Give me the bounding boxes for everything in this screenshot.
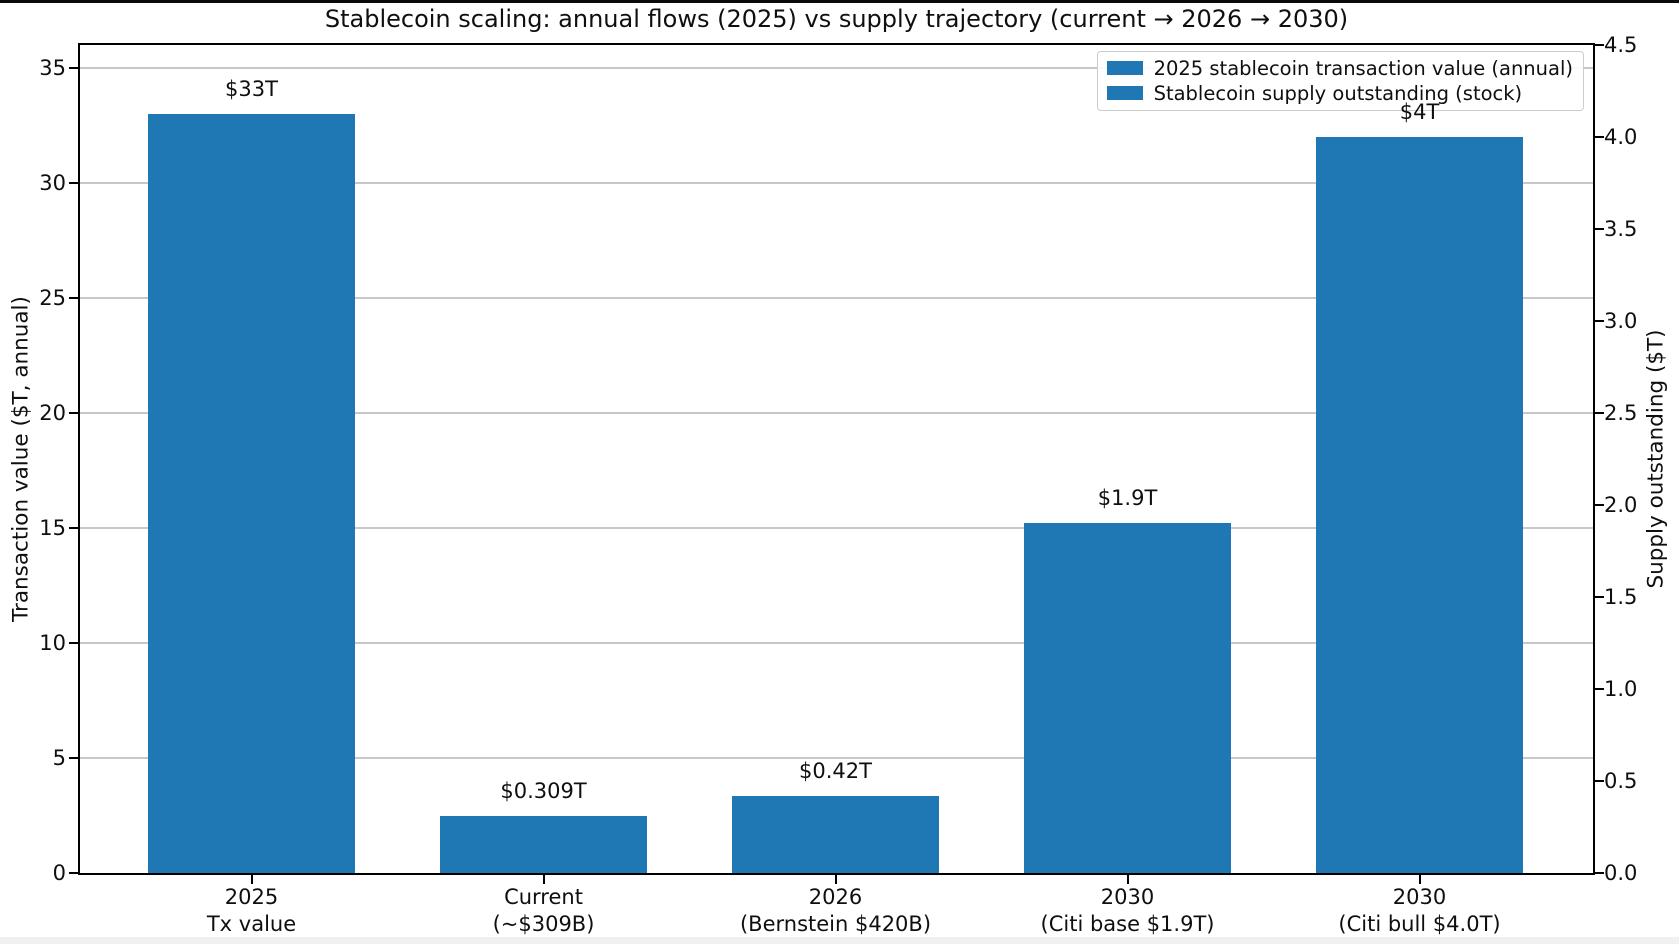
right-axis-tick bbox=[1595, 44, 1604, 46]
legend-swatch bbox=[1106, 61, 1143, 75]
right-axis-tick bbox=[1595, 228, 1604, 230]
left-axis-tick bbox=[69, 297, 78, 299]
right-axis-tick-label: 3.5 bbox=[1604, 217, 1638, 241]
legend-item-label: Stablecoin supply outstanding (stock) bbox=[1153, 81, 1523, 105]
right-axis-tick bbox=[1595, 320, 1604, 322]
x-axis-tick bbox=[834, 875, 837, 884]
left-axis-tick bbox=[69, 527, 78, 529]
left-axis-tick-label: 5 bbox=[52, 746, 66, 770]
bar-2030-4 bbox=[1316, 137, 1523, 873]
x-axis-category-line: (~$309B) bbox=[492, 912, 595, 936]
right-y-axis-label: Supply outstanding ($T) bbox=[1643, 329, 1669, 589]
left-axis-tick-label: 10 bbox=[39, 631, 66, 655]
legend-item: Stablecoin supply outstanding (stock) bbox=[1106, 81, 1573, 105]
right-axis-tick bbox=[1595, 504, 1604, 506]
left-axis-tick bbox=[69, 872, 78, 874]
plot-area: 2025 stablecoin transaction value (annua… bbox=[78, 43, 1595, 875]
right-axis-tick bbox=[1595, 412, 1604, 414]
right-axis-tick-label: 0.5 bbox=[1604, 769, 1638, 793]
gridline bbox=[80, 642, 1593, 644]
screenshot-top-border bbox=[0, 0, 1679, 3]
right-axis-tick-label: 3.0 bbox=[1604, 309, 1638, 333]
x-axis-category-line: (Bernstein $420B) bbox=[739, 912, 932, 936]
x-axis-category-line: Current bbox=[504, 885, 583, 909]
x-axis-category-label: Current (~$309B) bbox=[493, 884, 595, 938]
left-axis-tick bbox=[69, 412, 78, 414]
x-axis-tick bbox=[250, 875, 253, 884]
gridline bbox=[80, 527, 1593, 529]
right-axis-tick-label: 0.0 bbox=[1604, 861, 1638, 885]
left-y-axis-label: Transaction value ($T, annual) bbox=[8, 296, 34, 622]
left-axis-tick-label: 15 bbox=[39, 516, 66, 540]
x-axis-category-line: 2030 bbox=[1392, 885, 1447, 909]
bar-value-label: $4T bbox=[1399, 100, 1440, 124]
x-axis-category-line: 2025 bbox=[224, 885, 279, 909]
chart-title: Stablecoin scaling: annual flows (2025) … bbox=[324, 5, 1349, 33]
right-axis-tick bbox=[1595, 136, 1604, 138]
bar-2030-3 bbox=[1024, 523, 1231, 873]
x-axis-category-line: (Citi bull $4.0T) bbox=[1338, 912, 1501, 936]
bar-value-label: $33T bbox=[225, 77, 278, 101]
x-axis-tick bbox=[542, 875, 545, 884]
right-axis-tick bbox=[1595, 596, 1604, 598]
x-axis-category-label: 2025 Tx value bbox=[207, 884, 296, 938]
x-axis-category-label: 2026 (Bernstein $420B) bbox=[740, 884, 931, 938]
right-axis-tick bbox=[1595, 780, 1604, 782]
right-axis-tick bbox=[1595, 872, 1604, 874]
bar-value-label: $1.9T bbox=[1097, 486, 1158, 511]
x-axis-category-label: 2030 (Citi bull $4.0T) bbox=[1338, 884, 1500, 938]
right-axis-tick-label: 4.0 bbox=[1604, 125, 1638, 149]
screenshot-bottom-border bbox=[0, 937, 1679, 944]
gridline bbox=[80, 297, 1593, 299]
left-axis-tick-label: 20 bbox=[39, 401, 66, 425]
x-axis-category-line: 2026 bbox=[808, 885, 863, 909]
left-axis-tick-label: 35 bbox=[39, 56, 66, 80]
left-axis-tick bbox=[69, 642, 78, 644]
right-axis-tick-label: 2.0 bbox=[1604, 493, 1638, 517]
left-axis-tick-label: 25 bbox=[39, 286, 66, 310]
x-axis-tick bbox=[1418, 875, 1421, 884]
bar-value-label: $0.309T bbox=[500, 779, 587, 804]
x-axis-category-label: 2030 (Citi base $1.9T) bbox=[1041, 884, 1215, 938]
right-axis-tick-label: 1.0 bbox=[1604, 677, 1638, 701]
gridline bbox=[80, 757, 1593, 759]
left-axis-tick-label: 30 bbox=[39, 171, 66, 195]
bar-current-1 bbox=[440, 816, 647, 873]
gridline bbox=[80, 67, 1593, 69]
x-axis-category-line: (Citi base $1.9T) bbox=[1040, 912, 1215, 936]
left-axis-tick bbox=[69, 67, 78, 69]
legend: 2025 stablecoin transaction value (annua… bbox=[1096, 51, 1584, 111]
right-axis-tick-label: 2.5 bbox=[1604, 401, 1638, 425]
legend-swatch bbox=[1106, 86, 1143, 100]
right-axis-tick bbox=[1595, 688, 1604, 690]
gridline bbox=[80, 182, 1593, 184]
right-axis-tick-label: 1.5 bbox=[1604, 585, 1638, 609]
left-axis-tick-label: 0 bbox=[52, 861, 66, 885]
x-axis-category-line: 2030 bbox=[1100, 885, 1155, 909]
gridline bbox=[80, 412, 1593, 414]
bar-value-label: $0.42T bbox=[799, 758, 872, 783]
x-axis-tick bbox=[1126, 875, 1129, 884]
left-axis-tick bbox=[69, 757, 78, 759]
left-axis-tick bbox=[69, 182, 78, 184]
bar-2025-0 bbox=[148, 114, 355, 873]
right-axis-tick-label: 4.5 bbox=[1604, 33, 1638, 57]
bar-2026-2 bbox=[732, 795, 939, 873]
legend-item: 2025 stablecoin transaction value (annua… bbox=[1106, 56, 1573, 80]
x-axis-category-line: Tx value bbox=[206, 912, 297, 936]
legend-item-label: 2025 stablecoin transaction value (annua… bbox=[1153, 56, 1573, 80]
